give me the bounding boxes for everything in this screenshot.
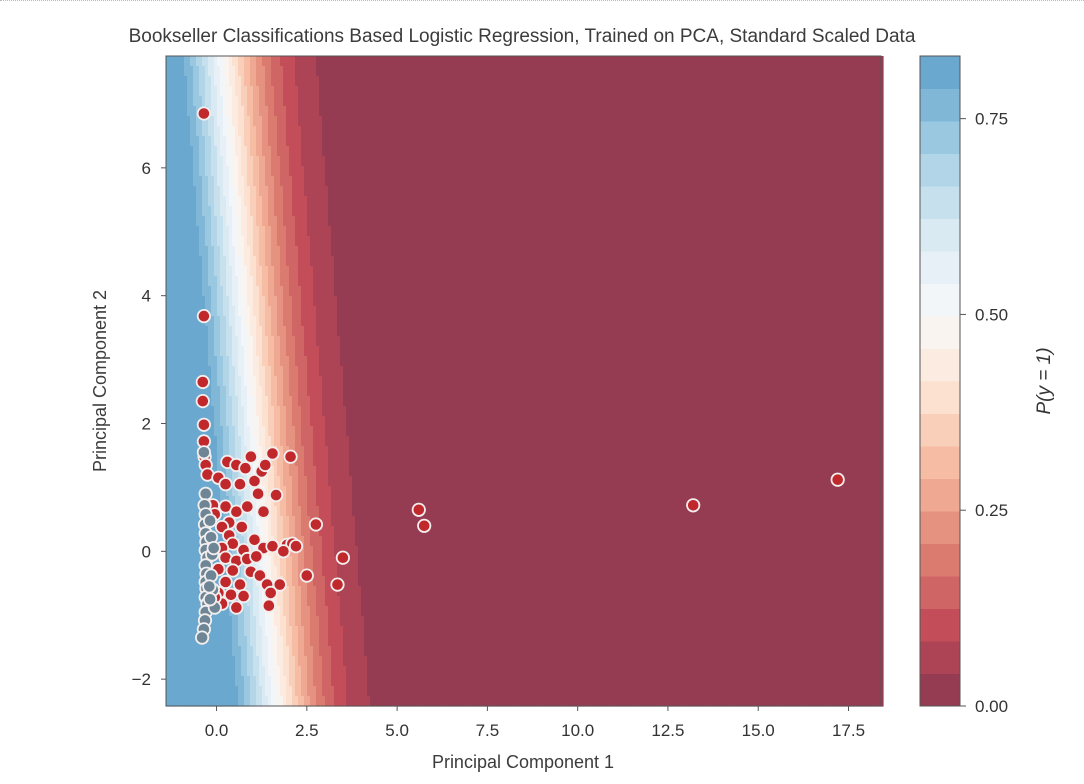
data-point — [225, 563, 240, 578]
data-point — [203, 513, 218, 528]
data-point — [196, 417, 211, 432]
data-point — [195, 393, 210, 409]
y-axis-ticks: −2 0 2 4 6 — [132, 159, 166, 689]
data-point — [283, 449, 298, 464]
data-point — [243, 449, 258, 464]
colorbar-band — [920, 316, 960, 349]
data-point — [335, 550, 350, 565]
colorbar-band — [920, 673, 960, 707]
data-point — [195, 374, 210, 390]
y-tick-label: −2 — [132, 670, 151, 689]
colorbar-band — [920, 56, 960, 89]
data-point — [276, 544, 291, 559]
x-tick-label: 2.5 — [295, 721, 319, 740]
data-point — [232, 577, 248, 592]
data-point — [299, 568, 314, 583]
colorbar-band — [920, 413, 960, 447]
colorbar — [920, 56, 960, 707]
data-point — [196, 308, 211, 324]
colorbar-band — [920, 186, 960, 219]
data-point — [236, 588, 251, 604]
colorbar-band — [920, 381, 960, 414]
colorbar-band — [920, 576, 960, 609]
data-point — [218, 574, 233, 590]
y-axis-label: Principal Component 2 — [90, 290, 110, 472]
data-point — [238, 461, 253, 476]
colorbar-tick-label: 0.25 — [975, 501, 1008, 520]
x-tick-label: 12.5 — [651, 721, 684, 740]
colorbar-band — [920, 446, 960, 479]
x-tick-label: 5.0 — [385, 721, 409, 740]
data-point — [272, 577, 287, 592]
colorbar-tick-label: 0.75 — [975, 110, 1008, 129]
x-tick-label: 17.5 — [832, 721, 865, 740]
colorbar-band — [920, 348, 960, 382]
data-point — [203, 592, 218, 607]
x-tick-label: 7.5 — [476, 721, 500, 740]
data-point — [251, 486, 266, 501]
data-point — [247, 473, 262, 489]
colorbar-band — [920, 88, 960, 122]
colorbar-band — [920, 153, 960, 187]
y-tick-label: 6 — [142, 159, 151, 178]
x-axis-ticks: 0.0 2.5 5.0 7.5 10.0 12.5 15.0 17.5 — [205, 706, 865, 740]
colorbar-band — [920, 218, 960, 252]
data-point — [196, 106, 211, 121]
data-point — [218, 477, 233, 492]
data-point — [830, 472, 845, 487]
colorbar-band — [920, 543, 960, 577]
x-tick-label: 10.0 — [561, 721, 594, 740]
data-point — [234, 519, 249, 535]
colorbar-label: P(y = 1) — [1034, 347, 1055, 414]
y-tick-label: 0 — [142, 542, 151, 561]
colorbar-frame — [919, 55, 961, 707]
y-tick-label: 2 — [142, 415, 151, 434]
x-axis-label: Principal Component 1 — [432, 752, 614, 772]
chart-title: Bookseller Classifications Based Logisti… — [129, 26, 916, 47]
data-point — [288, 539, 304, 554]
data-point — [411, 502, 426, 517]
data-point — [252, 568, 267, 583]
y-tick-label: 4 — [142, 287, 151, 306]
plot-frame — [165, 55, 882, 707]
data-point — [308, 517, 323, 532]
data-point — [247, 532, 262, 547]
data-point — [240, 499, 255, 514]
colorbar-band — [920, 511, 960, 544]
data-point — [417, 518, 432, 533]
colorbar-band — [920, 641, 960, 674]
data-point — [261, 598, 276, 613]
data-point — [249, 549, 264, 564]
data-point — [330, 577, 345, 592]
colorbar-band — [920, 251, 960, 284]
colorbar-band — [920, 608, 960, 642]
data-point — [258, 457, 273, 473]
colorbar-tick-label: 0.00 — [975, 697, 1008, 716]
data-point — [263, 585, 278, 601]
data-point — [256, 504, 271, 519]
data-point — [232, 477, 248, 492]
data-point — [229, 600, 244, 615]
data-point — [195, 630, 210, 645]
colorbar-band — [920, 283, 960, 317]
x-tick-label: 15.0 — [742, 721, 775, 740]
data-point — [202, 579, 217, 594]
colorbar-band — [920, 478, 960, 512]
colorbar-tick-label: 0.50 — [975, 305, 1008, 324]
data-point — [206, 540, 221, 556]
colorbar-ticks: 0.00 0.25 0.50 0.75 — [960, 110, 1008, 716]
data-point — [686, 498, 701, 513]
x-tick-label: 0.0 — [205, 721, 229, 740]
colorbar-band — [920, 121, 960, 154]
data-point — [265, 446, 280, 461]
data-point — [196, 445, 211, 460]
data-point — [198, 486, 213, 501]
data-points — [195, 106, 845, 645]
data-point — [268, 487, 284, 503]
top-divider — [0, 0, 1084, 3]
